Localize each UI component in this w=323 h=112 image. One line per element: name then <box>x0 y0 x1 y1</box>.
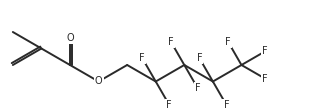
Text: F: F <box>168 37 173 47</box>
Text: F: F <box>225 37 231 47</box>
Text: F: F <box>224 100 229 110</box>
Text: F: F <box>195 83 201 93</box>
Text: F: F <box>140 53 145 63</box>
Text: O: O <box>95 76 102 86</box>
Text: F: F <box>197 53 202 63</box>
Text: O: O <box>66 33 74 43</box>
Text: F: F <box>262 46 268 56</box>
Text: F: F <box>262 74 268 84</box>
Text: F: F <box>166 100 172 110</box>
